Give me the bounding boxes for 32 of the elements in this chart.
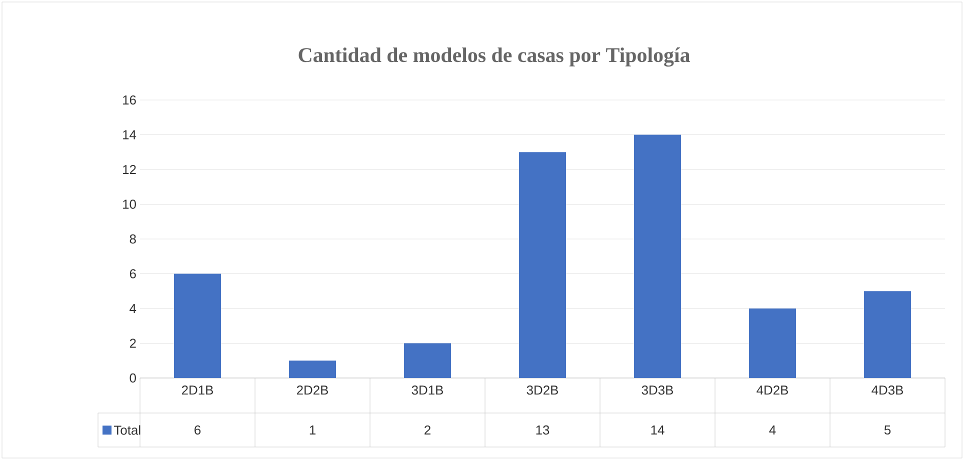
y-tick-label: 12 [123, 164, 136, 174]
y-tick-label: 16 [123, 95, 136, 105]
x-tick-label: 2D2B [296, 386, 328, 395]
bar [749, 308, 796, 378]
legend-label: Total [114, 425, 140, 435]
x-tick-label: 2D1B [182, 386, 214, 395]
bar [519, 152, 566, 378]
x-tick-label: 3D1B [412, 386, 444, 395]
data-label: 4 [769, 426, 776, 434]
y-tick-label: 0 [130, 373, 136, 383]
bar [404, 343, 452, 378]
data-label: 5 [884, 425, 891, 435]
bar [864, 291, 912, 378]
x-tick-label: 3D3B [642, 386, 674, 395]
y-tick-label: 14 [123, 130, 136, 140]
data-label: 1 [310, 426, 316, 434]
data-label: 13 [536, 425, 550, 435]
y-tick-label: 8 [130, 234, 136, 244]
bar [289, 360, 336, 378]
data-label: 6 [194, 425, 201, 435]
data-label: 14 [651, 426, 664, 434]
bar [634, 134, 682, 378]
chart-title: Cantidad de modelos de casas por Tipología [298, 47, 690, 67]
y-tick-label: 6 [130, 269, 136, 278]
x-tick-label: 3D2B [526, 386, 558, 395]
bar [174, 274, 222, 378]
data-label: 2 [424, 425, 430, 435]
y-tick-label: 10 [123, 200, 136, 209]
x-tick-label: 4D3B [872, 386, 904, 395]
y-tick-label: 2 [130, 338, 136, 348]
x-tick-label: 4D2B [756, 386, 788, 395]
y-tick-label: 4 [130, 304, 136, 313]
